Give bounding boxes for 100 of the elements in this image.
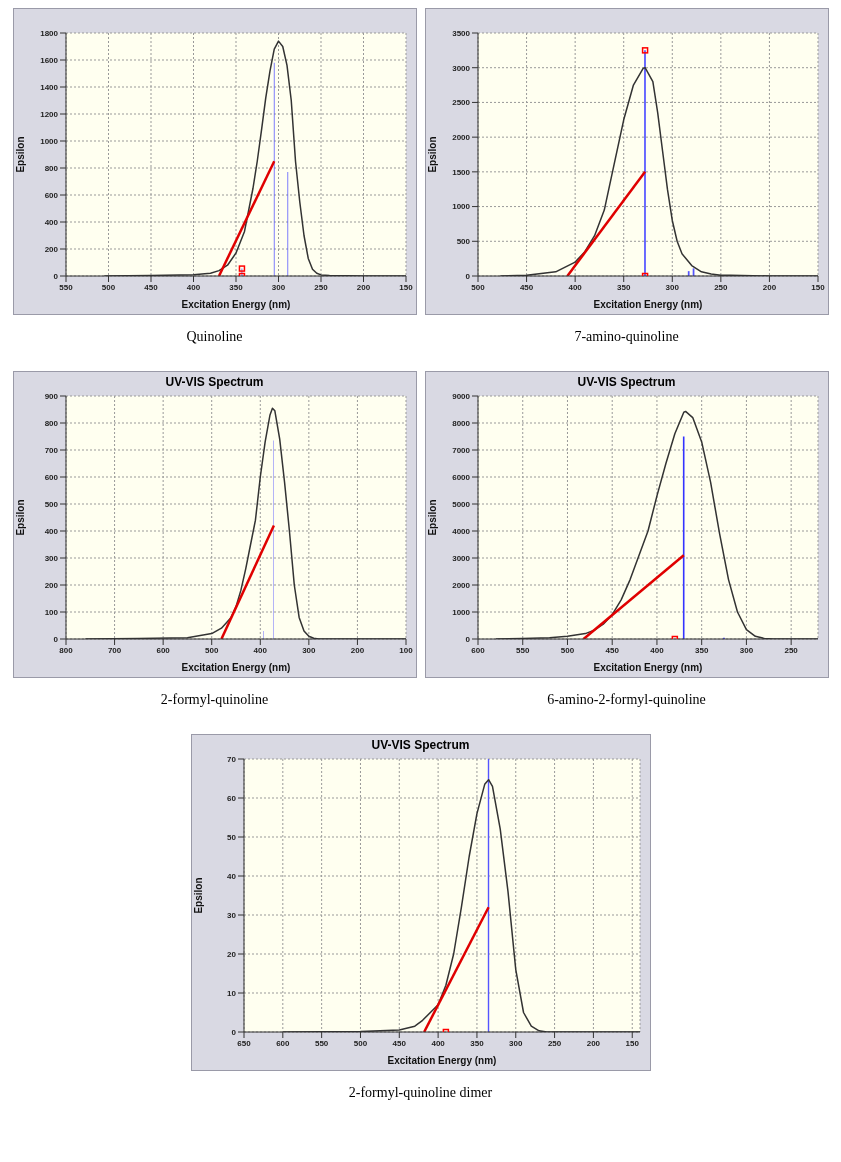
y-axis-title: Epsilon: [426, 136, 438, 173]
x-tick-label: 600: [275, 1038, 290, 1048]
y-tick-label: 1000: [39, 136, 59, 146]
x-tick-label: 600: [155, 645, 170, 655]
y-tick-label: 400: [44, 526, 59, 536]
x-tick-label: 250: [713, 282, 728, 292]
x-tick-label: 450: [392, 1038, 407, 1048]
y-axis-title: Epsilon: [14, 499, 26, 536]
y-tick-label: 100: [44, 607, 59, 617]
x-tick-label: 550: [314, 1038, 329, 1048]
x-tick-label: 400: [567, 282, 582, 292]
x-tick-label: 350: [228, 282, 243, 292]
y-tick-label: 200: [44, 580, 59, 590]
y-tick-label: 900: [44, 391, 59, 401]
x-tick-label: 550: [58, 282, 73, 292]
y-tick-label: 40: [226, 871, 237, 881]
x-tick-label: 400: [253, 645, 267, 655]
y-tick-label: 2000: [451, 132, 471, 142]
x-tick-label: 450: [143, 282, 158, 292]
y-tick-label: 30: [226, 910, 237, 920]
y-tick-label: 800: [44, 418, 59, 428]
x-tick-label: 250: [313, 282, 328, 292]
x-axis-title: Excitation Energy (nm): [593, 662, 702, 673]
y-tick-label: 5000: [451, 499, 471, 509]
text: 7-amino-quinoline: [573, 329, 680, 345]
y-tick-label: 3000: [451, 63, 471, 73]
x-tick-label: 700: [107, 645, 122, 655]
x-tick-label: 350: [469, 1038, 484, 1048]
x-tick-label: 450: [605, 645, 619, 655]
x-tick-label: 350: [694, 645, 709, 655]
x-axis-title: Excitation Energy (nm): [181, 299, 290, 310]
x-tick-label: 250: [783, 645, 798, 655]
x-tick-label: 500: [560, 645, 575, 655]
x-tick-label: 150: [625, 1038, 639, 1048]
x-tick-label: 450: [519, 282, 534, 292]
y-axis-title: Epsilon: [426, 499, 438, 536]
x-tick-label: 400: [649, 645, 664, 655]
x-axis-title: Excitation Energy (nm): [387, 1055, 496, 1066]
x-tick-label: 500: [353, 1038, 368, 1048]
x-axis-title: Excitation Energy (nm): [593, 299, 702, 310]
text: Quinoline: [185, 329, 244, 345]
text: 2-formyl-quinoline: [159, 692, 270, 708]
y-tick-label: 0: [465, 634, 471, 644]
y-tick-label: 7000: [451, 445, 471, 455]
y-tick-label: 2000: [451, 580, 471, 590]
y-tick-label: 60: [226, 793, 237, 803]
y-tick-label: 1000: [451, 202, 471, 212]
y-tick-label: 2500: [451, 98, 471, 108]
x-tick-label: 100: [398, 645, 413, 655]
y-tick-label: 600: [44, 472, 59, 482]
x-tick-label: 300: [301, 645, 316, 655]
y-tick-label: 1400: [39, 82, 59, 92]
text: 2-formyl-quinoline dimer: [347, 1085, 494, 1101]
y-tick-label: 0: [53, 271, 59, 281]
y-tick-label: 0: [53, 634, 59, 644]
x-tick-label: 400: [186, 282, 201, 292]
x-tick-label: 150: [810, 282, 825, 292]
y-axis-title: Epsilon: [192, 877, 204, 914]
x-tick-label: 300: [665, 282, 679, 292]
x-tick-label: 350: [616, 282, 631, 292]
x-tick-label: 550: [515, 645, 530, 655]
y-tick-label: 700: [44, 445, 59, 455]
y-tick-label: 20: [226, 949, 237, 959]
x-tick-label: 500: [101, 282, 116, 292]
x-tick-label: 500: [204, 645, 219, 655]
x-tick-label: 250: [547, 1038, 562, 1048]
y-tick-label: 400: [44, 217, 59, 227]
x-tick-label: 650: [236, 1038, 251, 1048]
y-tick-label: 1200: [39, 109, 59, 119]
x-tick-label: 200: [762, 282, 777, 292]
y-tick-label: 4000: [451, 526, 471, 536]
y-tick-label: 3000: [451, 553, 471, 563]
x-tick-label: 300: [739, 645, 754, 655]
x-tick-label: 300: [508, 1038, 523, 1048]
x-tick-label: 150: [398, 282, 413, 292]
y-tick-label: 6000: [451, 472, 471, 482]
y-tick-label: 1500: [451, 167, 471, 177]
y-tick-label: 3500: [451, 28, 471, 38]
y-tick-label: 800: [44, 163, 59, 173]
chart-title: UV-VIS Spectrum: [164, 374, 265, 391]
y-tick-label: 50: [226, 832, 237, 842]
chart-title: UV-VIS Spectrum: [576, 374, 677, 391]
y-tick-label: 1000: [451, 607, 471, 617]
chart-title: UV-VIS Spectrum: [370, 737, 471, 754]
y-tick-label: 300: [44, 553, 59, 563]
y-tick-label: 200: [44, 244, 59, 254]
y-tick-label: 1800: [39, 28, 59, 38]
x-tick-label: 200: [586, 1038, 601, 1048]
text: 6-amino-2-formyl-quinoline: [546, 692, 707, 708]
x-tick-label: 200: [350, 645, 365, 655]
y-tick-label: 1600: [39, 55, 59, 65]
y-tick-label: 0: [465, 271, 471, 281]
x-tick-label: 400: [430, 1038, 445, 1048]
x-axis-title: Excitation Energy (nm): [181, 662, 290, 673]
y-tick-label: 9000: [451, 391, 471, 401]
y-tick-label: 70: [226, 754, 237, 764]
y-tick-label: 500: [456, 237, 471, 247]
y-axis-title: Epsilon: [14, 136, 26, 173]
y-tick-label: 8000: [451, 418, 471, 428]
y-tick-label: 10: [226, 988, 237, 998]
